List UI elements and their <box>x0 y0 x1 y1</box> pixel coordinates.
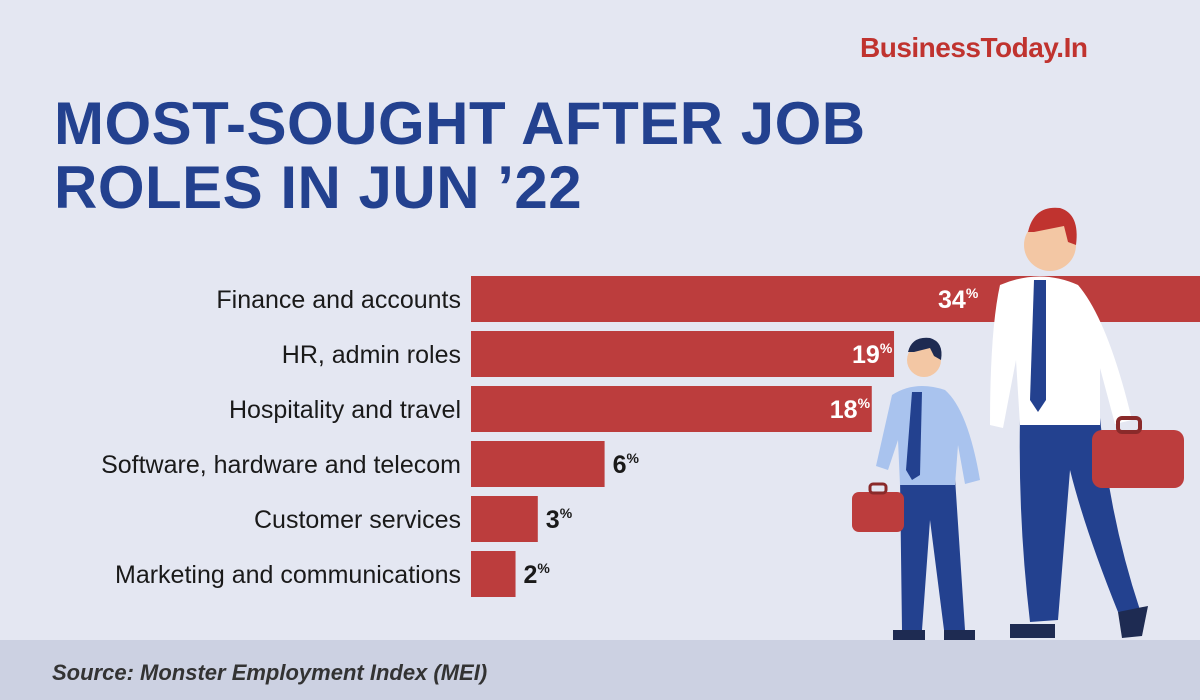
tall-man-figure <box>990 207 1184 638</box>
small-man-figure <box>852 337 980 640</box>
source-note: Source: Monster Employment Index (MEI) <box>52 660 488 685</box>
category-label: Hospitality and travel <box>229 396 461 424</box>
title-line-2: ROLES IN JUN ’22 <box>54 154 583 221</box>
bar-chart: Finance and accounts 34% HR, admin roles 19… <box>101 276 1200 597</box>
data-label: 2% <box>524 560 551 589</box>
category-label: Software, hardware and telecom <box>101 451 461 479</box>
category-label: Customer services <box>254 506 461 534</box>
footer-band: Source: Monster Employment Index (MEI) <box>0 640 1200 700</box>
data-label: 19% <box>852 340 893 369</box>
bar <box>471 331 895 377</box>
data-label: 6% <box>613 450 640 479</box>
category-label: HR, admin roles <box>282 341 461 369</box>
bar <box>471 386 872 432</box>
data-label: 3% <box>546 505 573 534</box>
page-title: MOST-SOUGHT AFTER JOB ROLES IN JUN ’22 <box>54 92 866 220</box>
data-label: 34% <box>938 285 979 314</box>
title-line-1: MOST-SOUGHT AFTER JOB <box>54 90 866 157</box>
brand-logo: BusinessToday.In <box>860 32 1088 63</box>
bar <box>471 441 605 487</box>
category-label: Marketing and communications <box>115 561 461 589</box>
data-label: 18% <box>830 395 871 424</box>
bar <box>471 551 516 597</box>
category-label: Finance and accounts <box>216 286 461 314</box>
bar <box>471 496 538 542</box>
